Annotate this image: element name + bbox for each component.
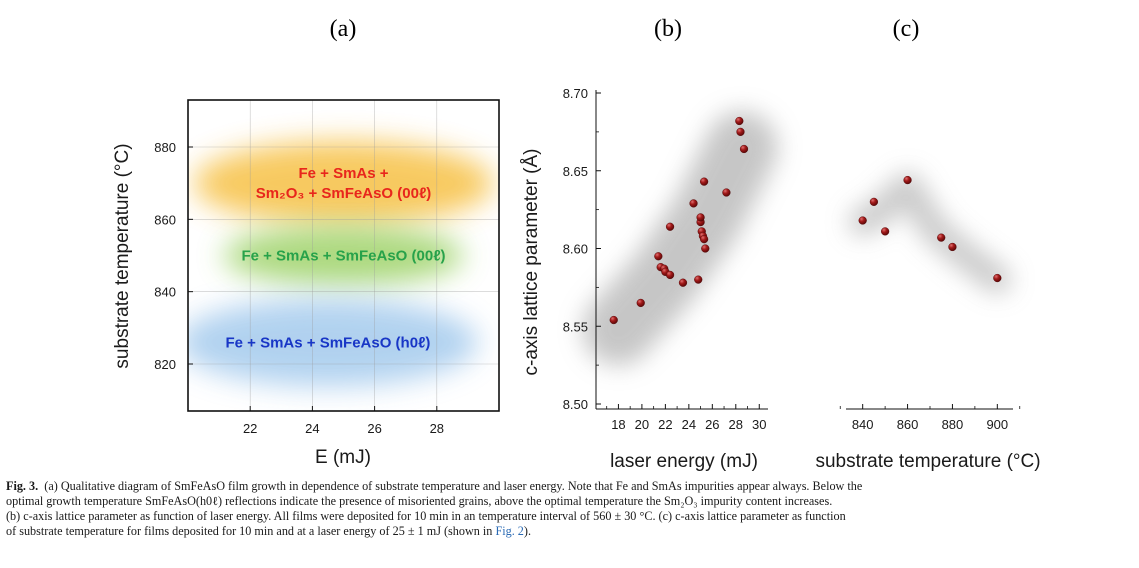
data-point bbox=[736, 127, 745, 136]
panel-b-x-axis-title: laser energy (mJ) bbox=[610, 451, 758, 472]
data-point bbox=[739, 144, 749, 154]
panel-c-axes: 840 860 880 900 bbox=[839, 404, 1021, 432]
y-tick-label: 8.55 bbox=[563, 319, 588, 334]
phase-region-label: Fe + SmAs + bbox=[298, 165, 388, 182]
data-point bbox=[700, 235, 709, 244]
data-point bbox=[701, 244, 710, 253]
caption-figure-label: Fig. 3. bbox=[6, 479, 39, 493]
y-tick-label: 8.70 bbox=[563, 86, 588, 101]
phase-region-labels: Fe + SmAs + Sm₂O₃ + SmFeAsO (00ℓ) Fe + SmA… bbox=[225, 165, 445, 351]
y-tick-label: 8.60 bbox=[563, 242, 588, 257]
x-tick-label: 22 bbox=[243, 421, 257, 436]
y-tick-label: 820 bbox=[154, 357, 176, 372]
data-point bbox=[937, 233, 946, 242]
caption-figure-link[interactable]: Fig. 2 bbox=[495, 524, 524, 538]
y-tick-label: 8.65 bbox=[563, 164, 588, 179]
x-tick-label: 860 bbox=[897, 417, 919, 432]
panel-b-axes: 18 20 22 24 26 28 30 8.50 8.55 8.60 8.65 8.70 bbox=[563, 86, 768, 432]
data-point bbox=[636, 298, 645, 308]
panel-a-ticks: 22 24 26 28 880 860 840 820 bbox=[154, 140, 444, 436]
data-point bbox=[881, 227, 890, 236]
y-tick-label: 840 bbox=[154, 285, 176, 300]
data-point bbox=[903, 175, 912, 185]
data-point bbox=[948, 242, 957, 252]
data-point bbox=[665, 222, 675, 231]
x-tick-label: 20 bbox=[635, 417, 649, 432]
data-point bbox=[689, 199, 698, 208]
y-tick-label: 860 bbox=[154, 212, 176, 227]
data-point bbox=[654, 252, 663, 261]
data-point bbox=[722, 188, 731, 197]
x-tick-label: 24 bbox=[682, 417, 696, 432]
x-tick-label: 30 bbox=[752, 417, 766, 432]
figure-canvas: (a) (b) (c) 22 24 26 28 880 860 840 820 Fe + Sm… bbox=[112, 16, 1041, 472]
data-point bbox=[665, 270, 675, 280]
y-tick-label: 880 bbox=[154, 140, 176, 155]
phase-region-label: Sm₂O₃ + SmFeAsO (00ℓ) bbox=[256, 185, 432, 202]
y-tick-label: 8.50 bbox=[563, 397, 588, 412]
phase-region-label: Fe + SmAs + SmFeAsO (00ℓ) bbox=[241, 248, 445, 265]
x-tick-label: 24 bbox=[305, 421, 319, 436]
phase-region-fill bbox=[223, 225, 464, 286]
panel-label-a: (a) bbox=[330, 16, 357, 42]
x-tick-label: 26 bbox=[367, 421, 381, 436]
panel-c-x-axis-title: substrate temperature (°C) bbox=[815, 451, 1040, 472]
caption-text-4-end: ). bbox=[523, 524, 532, 538]
x-tick-label: 22 bbox=[658, 417, 672, 432]
x-tick-label: 26 bbox=[705, 417, 719, 432]
caption-text-4: of substrate temperature for films depos… bbox=[6, 524, 493, 538]
panel-a-y-axis-title: substrate temperature (°C) bbox=[112, 143, 133, 368]
x-tick-label: 900 bbox=[986, 417, 1008, 432]
data-point bbox=[694, 275, 703, 284]
caption-line-4: of substrate temperature for films depos… bbox=[6, 524, 1139, 539]
data-point bbox=[696, 213, 705, 222]
x-tick-label: 840 bbox=[852, 417, 874, 432]
data-point bbox=[609, 315, 618, 325]
panel-a-grid bbox=[188, 100, 499, 411]
caption-line-3: (b) c-axis lattice parameter as function… bbox=[6, 509, 846, 523]
data-point bbox=[869, 197, 879, 206]
caption-line-2: optimal growth temperature SmFeAsO(h0ℓ) … bbox=[6, 494, 833, 508]
data-point bbox=[700, 177, 709, 186]
data-point bbox=[858, 216, 867, 225]
figure-caption: Fig. 3. (a) Qualitative diagram of SmFeA… bbox=[6, 479, 1139, 567]
panel-a: 22 24 26 28 880 860 840 820 Fe + SmAs + Sm₂O₃ + … bbox=[112, 99, 500, 468]
phase-region-label: Fe + SmAs + SmFeAsO (h0ℓ) bbox=[225, 334, 430, 351]
phase-region-fill bbox=[193, 141, 494, 226]
x-tick-label: 18 bbox=[611, 417, 625, 432]
caption-line-1: Fig. 3. (a) Qualitative diagram of SmFeA… bbox=[6, 479, 1139, 494]
data-point bbox=[993, 273, 1002, 283]
panel-label-c: (c) bbox=[893, 16, 920, 42]
x-tick-label: 880 bbox=[942, 417, 964, 432]
x-tick-label: 28 bbox=[729, 417, 743, 432]
data-point bbox=[735, 116, 744, 126]
panel-b-y-axis-title: c-axis lattice parameter (Å) bbox=[521, 148, 542, 375]
caption-text-1: (a) Qualitative diagram of SmFeAsO film … bbox=[44, 479, 863, 493]
x-tick-label: 28 bbox=[430, 421, 444, 436]
panel-label-b: (b) bbox=[654, 16, 682, 42]
panel-b-data-points bbox=[609, 116, 749, 325]
panel-c-trend-shading bbox=[848, 172, 1012, 294]
panel-c: 840 860 880 900 substrate temperature (°C) bbox=[815, 172, 1041, 472]
data-point bbox=[678, 278, 688, 287]
panel-a-frame bbox=[187, 99, 500, 412]
panel-b: 18 20 22 24 26 28 30 8.50 8.55 8.60 8.65 8.70 laser… bbox=[521, 86, 778, 472]
trend-band bbox=[848, 172, 1012, 294]
panel-a-x-axis-title: E (mJ) bbox=[315, 447, 371, 468]
panel-c-data-points bbox=[858, 175, 1002, 283]
